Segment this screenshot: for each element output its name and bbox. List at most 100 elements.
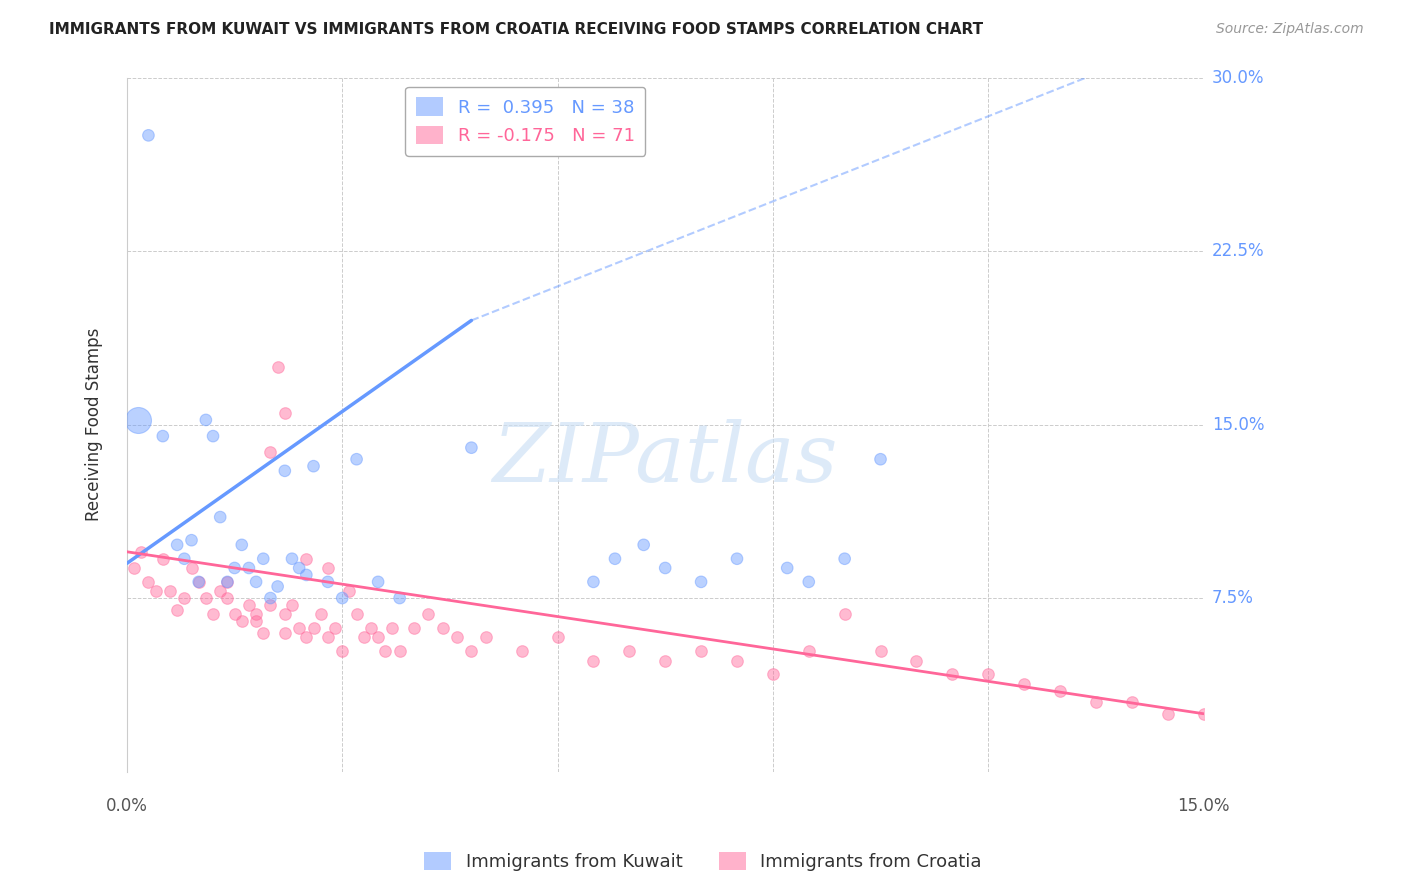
Point <box>725 551 748 566</box>
Point <box>266 359 288 374</box>
Point <box>977 667 1000 681</box>
Point <box>224 561 246 575</box>
Text: 30.0%: 30.0% <box>1212 69 1264 87</box>
Point <box>690 644 713 658</box>
Point <box>690 574 713 589</box>
Point <box>252 551 274 566</box>
Point <box>302 621 325 635</box>
Point <box>217 591 239 605</box>
Point <box>432 621 454 635</box>
Point <box>295 568 318 582</box>
Point <box>353 631 375 645</box>
Point <box>259 598 281 612</box>
Point <box>202 607 225 622</box>
Point <box>316 631 339 645</box>
Point <box>869 452 891 467</box>
Point <box>446 631 468 645</box>
Point <box>654 653 676 667</box>
Point <box>194 413 217 427</box>
Point <box>173 591 195 605</box>
Point <box>166 538 188 552</box>
Point <box>460 644 482 658</box>
Point <box>316 561 339 575</box>
Point <box>187 574 209 589</box>
Point <box>582 653 605 667</box>
Point <box>388 644 411 658</box>
Point <box>654 561 676 575</box>
Point <box>1192 706 1215 721</box>
Point <box>834 551 856 566</box>
Point <box>231 538 253 552</box>
Point <box>295 631 318 645</box>
Point <box>762 667 785 681</box>
Point <box>776 561 799 575</box>
Point <box>238 561 260 575</box>
Point <box>245 614 267 628</box>
Point <box>381 621 404 635</box>
Point <box>288 621 311 635</box>
Point <box>231 614 253 628</box>
Point <box>180 561 202 575</box>
Point <box>367 574 389 589</box>
Point <box>603 551 626 566</box>
Point <box>418 607 440 622</box>
Point <box>152 429 174 443</box>
Text: 7.5%: 7.5% <box>1212 589 1254 607</box>
Point <box>460 441 482 455</box>
Point <box>202 429 225 443</box>
Point <box>245 574 267 589</box>
Point <box>259 591 281 605</box>
Point <box>346 607 368 622</box>
Point <box>797 644 820 658</box>
Point <box>274 607 297 622</box>
Point <box>259 445 281 459</box>
Point <box>194 591 217 605</box>
Text: 15.0%: 15.0% <box>1212 416 1264 434</box>
Point <box>129 545 152 559</box>
Point <box>367 631 389 645</box>
Point <box>122 561 145 575</box>
Point <box>330 644 353 658</box>
Point <box>475 631 498 645</box>
Point <box>834 607 856 622</box>
Text: 22.5%: 22.5% <box>1212 242 1264 260</box>
Point <box>374 644 396 658</box>
Text: ZIPatlas: ZIPatlas <box>492 419 838 500</box>
Point <box>238 598 260 612</box>
Point <box>266 579 288 593</box>
Point <box>1156 706 1178 721</box>
Point <box>346 452 368 467</box>
Point <box>145 584 167 599</box>
Point <box>209 584 232 599</box>
Point <box>316 574 339 589</box>
Point <box>510 644 533 658</box>
Point <box>173 551 195 566</box>
Point <box>180 533 202 548</box>
Text: 0.0%: 0.0% <box>105 797 148 814</box>
Point <box>224 607 246 622</box>
Point <box>1049 683 1071 698</box>
Point <box>1121 695 1143 709</box>
Point <box>274 406 297 420</box>
Point <box>127 413 149 427</box>
Point <box>281 551 304 566</box>
Point <box>302 459 325 474</box>
Point <box>323 621 346 635</box>
Point <box>187 574 209 589</box>
Point <box>217 574 239 589</box>
Point <box>547 631 569 645</box>
Point <box>388 591 411 605</box>
Point <box>1084 695 1107 709</box>
Legend: Immigrants from Kuwait, Immigrants from Croatia: Immigrants from Kuwait, Immigrants from … <box>418 845 988 879</box>
Point <box>619 644 641 658</box>
Point <box>209 510 232 524</box>
Point <box>941 667 963 681</box>
Point <box>245 607 267 622</box>
Text: 15.0%: 15.0% <box>1177 797 1230 814</box>
Point <box>295 551 318 566</box>
Point <box>166 602 188 616</box>
Text: IMMIGRANTS FROM KUWAIT VS IMMIGRANTS FROM CROATIA RECEIVING FOOD STAMPS CORRELAT: IMMIGRANTS FROM KUWAIT VS IMMIGRANTS FRO… <box>49 22 983 37</box>
Point <box>633 538 655 552</box>
Point <box>274 464 297 478</box>
Point <box>725 653 748 667</box>
